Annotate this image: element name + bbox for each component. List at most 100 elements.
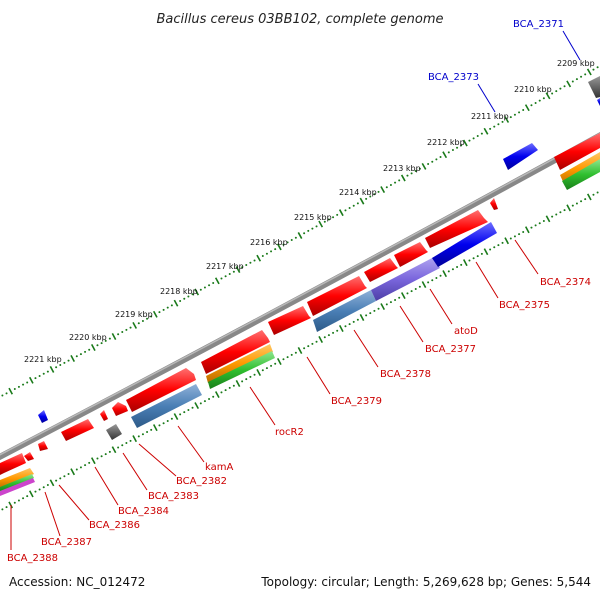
tick-mark xyxy=(256,369,262,376)
gene-labels[interactable]: BCA_2371 BCA_2373 BCA_2374 BCA_2375 atoD… xyxy=(7,19,591,564)
cds-arrow[interactable] xyxy=(0,453,26,475)
tick-dot xyxy=(199,288,202,291)
tick-dot xyxy=(88,348,91,351)
cds-arrow[interactable] xyxy=(425,210,488,248)
gene-label[interactable]: BCA_2388 xyxy=(7,553,58,564)
gene-label[interactable]: rocR2 xyxy=(275,427,304,438)
tick-dot xyxy=(104,453,107,456)
cds-arrow[interactable] xyxy=(24,452,34,461)
cog-band[interactable] xyxy=(371,257,440,301)
tick-dot xyxy=(294,351,297,354)
tick-dot xyxy=(534,224,537,227)
tick-mark xyxy=(214,391,220,399)
tick-dot xyxy=(406,174,409,177)
tick-dot xyxy=(232,384,235,387)
gene-label[interactable]: BCA_2382 xyxy=(176,476,227,487)
tick-dot xyxy=(311,342,314,345)
tick-dot xyxy=(435,276,438,279)
gene-label[interactable]: BCA_2387 xyxy=(41,537,92,548)
tick-dot xyxy=(493,246,496,249)
tick-mark xyxy=(8,501,14,509)
cog-band[interactable] xyxy=(106,424,122,440)
gene-label[interactable]: BCA_2374 xyxy=(540,277,591,288)
cog-band[interactable] xyxy=(206,344,273,383)
gene-label-forward[interactable]: BCA_2373 xyxy=(428,72,479,83)
tick-mark xyxy=(132,321,138,329)
tick-dot xyxy=(336,329,339,332)
cds-arrow[interactable] xyxy=(112,402,128,416)
tick-dot xyxy=(270,364,273,367)
tick-mark xyxy=(359,197,365,205)
gene-label[interactable]: BCA_2375 xyxy=(499,300,550,311)
tick-dot xyxy=(592,193,595,196)
tick-dot xyxy=(241,266,244,269)
tick-dot xyxy=(575,78,578,81)
tick-dot xyxy=(5,392,8,395)
kbp-label: 2210 kbp xyxy=(514,85,552,94)
gene-label[interactable]: BCA_2386 xyxy=(89,520,140,531)
tick-dot xyxy=(555,90,558,93)
gene-label-forward[interactable]: BCA_2371 xyxy=(513,19,564,30)
tick-mark xyxy=(90,457,96,465)
tick-dot xyxy=(303,347,306,350)
tick-dot xyxy=(468,139,471,142)
forward-features[interactable] xyxy=(38,76,600,423)
reverse-features[interactable] xyxy=(0,133,600,475)
tick-mark xyxy=(524,104,530,112)
tick-dot xyxy=(5,506,8,509)
tick-mark xyxy=(380,303,386,311)
gene-label[interactable]: BCA_2378 xyxy=(380,369,431,380)
cds-arrow[interactable] xyxy=(100,410,108,421)
tick-mark xyxy=(545,215,551,223)
tick-dot xyxy=(79,353,82,356)
cds-arrow[interactable] xyxy=(38,441,48,451)
tick-dot xyxy=(274,362,277,365)
cds-arrow[interactable] xyxy=(554,133,600,170)
tick-dot xyxy=(183,297,186,300)
forward-cds-arrow[interactable] xyxy=(38,410,48,423)
cog-features[interactable] xyxy=(0,152,600,496)
forward-cds-arrow[interactable] xyxy=(597,98,600,106)
tick-mark xyxy=(111,446,117,454)
tick-dot xyxy=(294,236,297,239)
cds-arrow[interactable] xyxy=(126,368,196,412)
tick-dot xyxy=(282,243,285,246)
tick-dot xyxy=(245,264,248,267)
forward-cds-arrow[interactable] xyxy=(503,143,538,170)
tick-dot xyxy=(63,361,66,364)
forward-cds-arrow[interactable] xyxy=(588,76,600,98)
gene-label[interactable]: BCA_2377 xyxy=(425,344,476,355)
tick-dot xyxy=(439,274,442,277)
tick-dot xyxy=(253,373,256,376)
tick-dot xyxy=(274,248,277,251)
gene-label[interactable]: BCA_2383 xyxy=(148,491,199,502)
cds-arrow[interactable] xyxy=(490,198,498,210)
tick-dot xyxy=(530,104,533,107)
tick-dot xyxy=(456,266,459,269)
cds-arrow[interactable] xyxy=(201,330,270,374)
cog-band[interactable] xyxy=(313,290,376,332)
tick-dot xyxy=(555,213,558,216)
cds-arrow[interactable] xyxy=(307,276,367,316)
cds-arrow[interactable] xyxy=(268,306,311,335)
cog-band[interactable] xyxy=(562,159,600,190)
gene-label[interactable]: atoD xyxy=(454,326,478,337)
cds-arrow[interactable] xyxy=(394,242,428,267)
cog-band[interactable] xyxy=(0,474,34,492)
tick-dot xyxy=(55,479,58,482)
cds-arrow[interactable] xyxy=(364,258,398,282)
tick-dot xyxy=(468,259,471,262)
cog-band[interactable] xyxy=(131,384,202,428)
gene-label[interactable]: BCA_2379 xyxy=(331,396,382,407)
cds-arrow[interactable] xyxy=(61,419,94,441)
cog-band[interactable] xyxy=(432,222,497,267)
tick-dot xyxy=(121,331,124,334)
gene-label[interactable]: BCA_2384 xyxy=(118,506,169,517)
tick-mark xyxy=(70,468,76,476)
cog-band[interactable] xyxy=(208,351,275,389)
cog-band[interactable] xyxy=(0,478,35,496)
gene-label[interactable]: kamA xyxy=(205,462,233,473)
tick-mark xyxy=(276,243,282,251)
tick-dot xyxy=(108,450,111,453)
